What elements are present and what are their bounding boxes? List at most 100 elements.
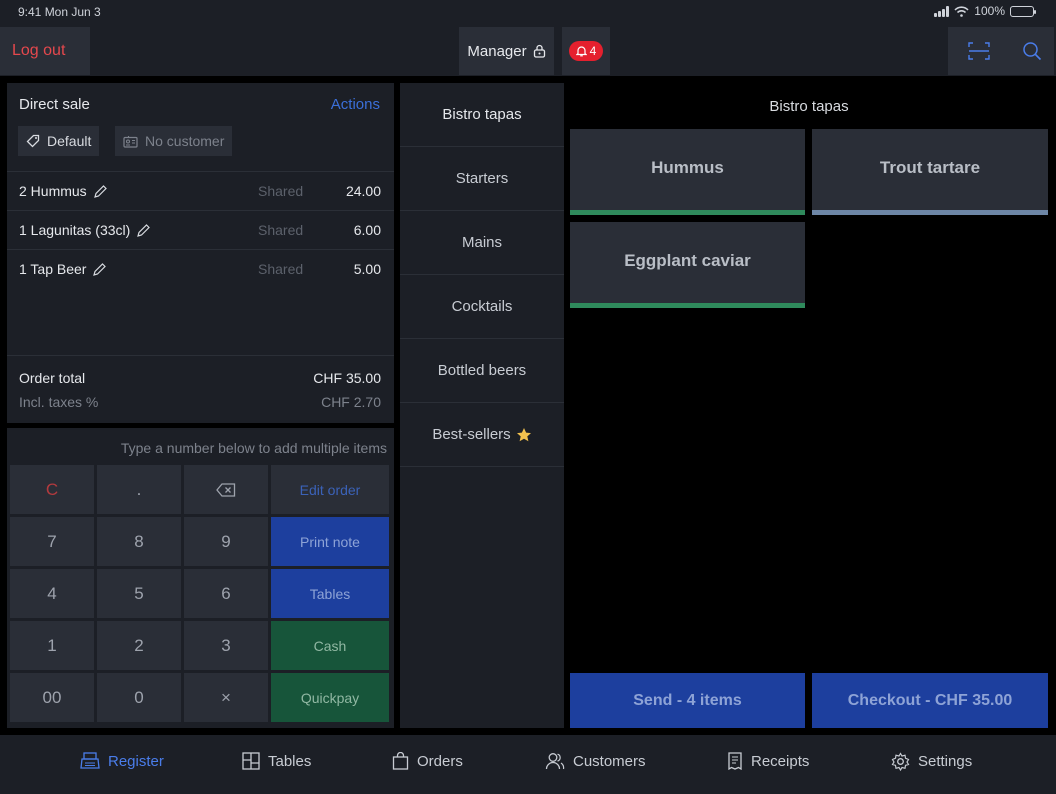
order-line-price: 5.00 <box>353 261 381 277</box>
order-line-name: 1 Lagunitas (33cl) <box>19 222 131 238</box>
product-color-bar <box>570 303 805 308</box>
cash-button[interactable]: Cash <box>271 621 389 670</box>
category-mains[interactable]: Mains <box>400 211 564 275</box>
nav-orders[interactable]: Orders <box>392 752 463 770</box>
key-6[interactable]: 6 <box>184 569 268 618</box>
key-dot[interactable]: . <box>97 465 181 514</box>
order-line[interactable]: 1 Lagunitas (33cl) Shared 6.00 <box>7 210 394 249</box>
battery-percent: 100% <box>974 4 1005 18</box>
price-list-label: Default <box>47 133 92 149</box>
order-line-price: 6.00 <box>353 222 381 238</box>
battery-icon <box>1010 5 1036 17</box>
customer-label: No customer <box>145 133 225 149</box>
customer-chip[interactable]: No customer <box>115 126 233 156</box>
product-color-bar <box>812 210 1048 215</box>
order-line[interactable]: 1 Tap Beer Shared 5.00 <box>7 249 394 288</box>
status-bar: 9:41 Mon Jun 3 100% <box>0 0 1056 24</box>
category-bottled-beers[interactable]: Bottled beers <box>400 339 564 403</box>
receipt-icon <box>728 752 742 770</box>
key-2[interactable]: 2 <box>97 621 181 670</box>
tax-label: Incl. taxes % <box>19 394 99 410</box>
order-line-price: 24.00 <box>345 183 381 199</box>
nav-orders-label: Orders <box>417 752 463 770</box>
search-icon <box>1023 42 1042 61</box>
category-cocktails[interactable]: Cocktails <box>400 275 564 339</box>
key-5[interactable]: 5 <box>97 569 181 618</box>
nav-settings-label: Settings <box>918 753 973 770</box>
checkout-button[interactable]: Checkout - CHF 35.00 <box>812 673 1048 728</box>
category-bistro-tapas[interactable]: Bistro tapas <box>400 83 564 147</box>
key-1[interactable]: 1 <box>10 621 94 670</box>
notifications-button[interactable]: 4 <box>562 27 610 75</box>
order-line-shared: Shared <box>258 222 304 238</box>
logout-button[interactable]: Log out <box>0 27 90 75</box>
wifi-icon <box>954 5 969 17</box>
product-tile[interactable]: Eggplant caviar <box>570 222 805 308</box>
backspace-icon <box>216 482 236 497</box>
key-4[interactable]: 4 <box>10 569 94 618</box>
key-9[interactable]: 9 <box>184 517 268 566</box>
key-7[interactable]: 7 <box>10 517 94 566</box>
product-color-bar <box>570 210 805 215</box>
product-tile[interactable]: Trout tartare <box>812 129 1048 215</box>
key-backspace[interactable] <box>184 465 268 514</box>
gear-icon <box>891 752 910 771</box>
keypad: C . Edit order 7 8 9 Print note 4 5 6 Ta… <box>10 465 389 722</box>
order-line-shared: Shared <box>258 183 304 199</box>
category-starters[interactable]: Starters <box>400 147 564 211</box>
keypad-hint: Type a number below to add multiple item… <box>120 440 387 456</box>
products-title: Bistro tapas <box>769 98 849 115</box>
search-button[interactable] <box>1010 27 1054 75</box>
key-0[interactable]: 0 <box>97 673 181 722</box>
register-icon <box>80 752 100 769</box>
pencil-icon[interactable] <box>92 262 107 277</box>
actions-button[interactable]: Actions <box>330 96 380 113</box>
order-totals: Order total CHF 35.00 Incl. taxes % CHF … <box>7 355 394 410</box>
price-list-chip[interactable]: Default <box>18 126 100 156</box>
pencil-icon[interactable] <box>136 223 151 238</box>
manager-label: Manager <box>467 42 527 60</box>
tax-value: CHF 2.70 <box>321 394 381 410</box>
order-title: Direct sale <box>19 96 90 113</box>
order-line[interactable]: 2 Hummus Shared 24.00 <box>7 171 394 210</box>
scan-button[interactable] <box>948 27 1010 75</box>
nav-customers[interactable]: Customers <box>545 752 646 770</box>
nav-settings[interactable]: Settings <box>891 752 972 771</box>
scan-icon <box>968 42 990 60</box>
nav-tables[interactable]: Tables <box>242 752 311 770</box>
product-name: Hummus <box>651 158 724 177</box>
signal-icon <box>934 5 950 17</box>
key-8[interactable]: 8 <box>97 517 181 566</box>
tables-button[interactable]: Tables <box>271 569 389 618</box>
key-3[interactable]: 3 <box>184 621 268 670</box>
quickpay-button[interactable]: Quickpay <box>271 673 389 722</box>
send-button[interactable]: Send - 4 items <box>570 673 805 728</box>
key-clear[interactable]: C <box>10 465 94 514</box>
product-tile[interactable]: Hummus <box>570 129 805 215</box>
key-multiply[interactable]: × <box>184 673 268 722</box>
notification-count: 4 <box>589 44 597 58</box>
pencil-icon[interactable] <box>93 184 108 199</box>
print-note-button[interactable]: Print note <box>271 517 389 566</box>
product-name: Trout tartare <box>879 158 981 177</box>
nav-register[interactable]: Register <box>80 752 164 770</box>
customers-icon <box>545 753 565 770</box>
bell-icon <box>575 46 587 57</box>
category-list: Bistro tapas Starters Mains Cocktails Bo… <box>400 83 564 728</box>
key-00[interactable]: 00 <box>10 673 94 722</box>
order-total-label: Order total <box>19 370 86 386</box>
nav-receipts[interactable]: Receipts <box>727 752 809 770</box>
order-panel: Direct sale Actions Default No customer … <box>7 83 394 423</box>
tables-icon <box>242 752 260 770</box>
tag-icon <box>26 134 40 148</box>
order-line-name: 1 Tap Beer <box>19 261 87 277</box>
order-line-shared: Shared <box>258 261 304 277</box>
category-best-sellers[interactable]: Best-sellers <box>400 403 564 467</box>
edit-order-button[interactable]: Edit order <box>271 465 389 514</box>
status-time: 9:41 Mon Jun 3 <box>18 5 101 19</box>
product-name: Eggplant caviar <box>624 251 751 270</box>
nav-receipts-label: Receipts <box>751 752 810 770</box>
lock-icon <box>533 44 545 58</box>
manager-button[interactable]: Manager <box>459 27 554 75</box>
order-total-value: CHF 35.00 <box>313 370 381 386</box>
